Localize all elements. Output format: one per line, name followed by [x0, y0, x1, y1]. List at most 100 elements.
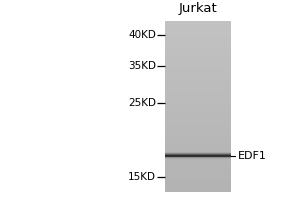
Bar — [165, 116, 231, 117]
Bar — [165, 96, 231, 97]
Bar — [165, 124, 231, 125]
Bar — [165, 154, 231, 155]
Bar — [165, 136, 231, 137]
Bar — [165, 33, 231, 34]
Bar — [165, 185, 231, 187]
Bar — [165, 174, 231, 175]
Bar — [165, 155, 231, 156]
Bar — [165, 175, 231, 176]
Bar — [165, 63, 231, 64]
Bar — [165, 131, 231, 132]
Bar — [165, 173, 231, 174]
Bar — [165, 147, 231, 148]
Bar — [165, 104, 231, 105]
Bar — [165, 119, 231, 120]
Bar — [165, 174, 231, 175]
Bar — [165, 168, 231, 169]
Bar — [165, 171, 231, 172]
Bar — [165, 146, 231, 147]
Bar — [165, 35, 231, 36]
Bar — [165, 86, 231, 87]
Bar — [165, 101, 231, 102]
Bar — [165, 85, 231, 86]
Bar — [165, 167, 231, 168]
Bar — [165, 110, 231, 111]
Bar — [165, 90, 231, 91]
Bar — [165, 52, 231, 53]
Bar — [165, 46, 231, 47]
Bar — [165, 69, 231, 70]
Bar — [165, 139, 231, 140]
Bar — [165, 137, 231, 138]
Bar — [165, 29, 231, 30]
Bar — [165, 183, 231, 184]
Bar — [165, 40, 231, 41]
Bar — [165, 61, 231, 62]
Bar — [165, 152, 231, 153]
Bar — [165, 113, 231, 114]
Bar — [165, 165, 231, 166]
Bar — [165, 133, 231, 134]
Bar — [165, 98, 231, 99]
Bar — [165, 100, 231, 101]
Bar — [165, 117, 231, 118]
Bar — [165, 55, 231, 56]
Bar — [165, 82, 231, 83]
Bar — [165, 51, 231, 52]
Bar — [165, 138, 231, 139]
Bar — [165, 59, 231, 60]
Bar — [165, 121, 231, 122]
Bar — [165, 69, 231, 70]
Bar — [165, 142, 231, 143]
Text: Jurkat: Jurkat — [178, 2, 217, 15]
Bar — [165, 92, 231, 93]
Bar — [165, 67, 231, 68]
Bar — [165, 57, 231, 59]
Bar — [165, 190, 231, 191]
Bar — [165, 161, 231, 162]
Bar — [165, 50, 231, 51]
Bar — [165, 127, 231, 128]
Bar — [165, 39, 231, 40]
Bar — [165, 25, 231, 26]
Bar — [165, 97, 231, 98]
Bar — [165, 115, 231, 117]
Bar — [165, 150, 231, 152]
Bar — [165, 64, 231, 65]
Bar — [165, 110, 231, 111]
Bar — [165, 179, 231, 180]
Bar — [165, 143, 231, 144]
Bar — [165, 72, 231, 73]
Bar — [165, 149, 231, 150]
Bar — [165, 120, 231, 121]
Bar — [165, 79, 231, 80]
Bar — [165, 75, 231, 76]
Text: 35KD: 35KD — [128, 61, 156, 71]
Bar — [165, 51, 231, 53]
Bar — [165, 134, 231, 135]
Bar — [165, 70, 231, 71]
Bar — [165, 49, 231, 50]
Bar — [165, 73, 231, 74]
Bar — [165, 187, 231, 188]
Bar — [165, 65, 231, 66]
Bar — [165, 106, 231, 107]
Bar — [165, 156, 231, 157]
Bar — [165, 127, 231, 128]
Bar — [165, 94, 231, 95]
Bar — [165, 92, 231, 93]
Bar — [165, 158, 231, 159]
Bar — [165, 164, 231, 165]
Bar — [165, 102, 231, 103]
Bar — [165, 78, 231, 79]
Bar — [165, 53, 231, 54]
Bar — [165, 145, 231, 146]
Bar — [165, 109, 231, 110]
Bar — [165, 34, 231, 35]
Bar — [165, 156, 231, 157]
Bar — [165, 21, 231, 22]
Bar — [165, 103, 231, 104]
Text: EDF1: EDF1 — [238, 151, 267, 161]
Bar — [165, 60, 231, 61]
Bar — [165, 170, 231, 171]
